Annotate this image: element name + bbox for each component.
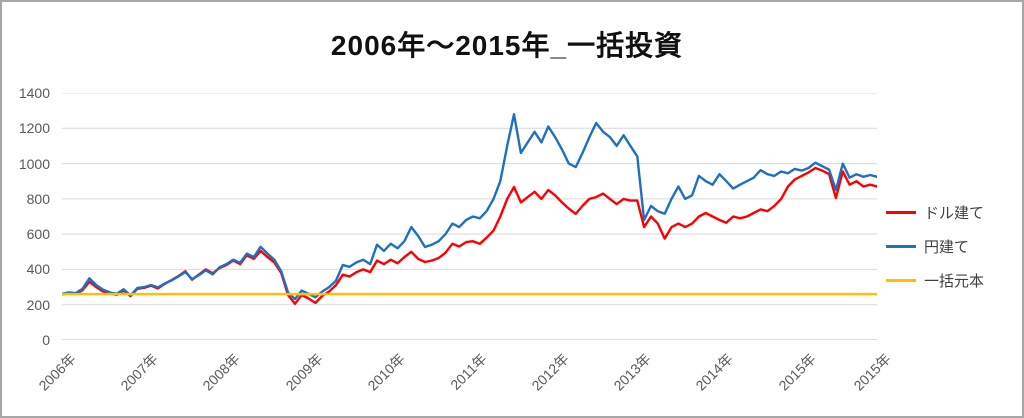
x-tick-label: 2015年 <box>850 350 894 394</box>
legend-label: 一括元本 <box>924 272 985 290</box>
legend-label: ドル建て <box>924 204 985 222</box>
legend-item-0: ドル建て <box>886 202 984 222</box>
legend: ドル建て円建て一括元本 <box>886 202 984 290</box>
x-tick-label: 2009年 <box>282 350 326 394</box>
x-tick-label: 2011年 <box>447 350 490 393</box>
y-tick-label: 800 <box>26 190 50 207</box>
y-tick-label: 200 <box>26 296 50 313</box>
x-tick-label: 2014年 <box>692 350 737 394</box>
legend-swatch-icon <box>886 244 916 248</box>
legend-item-2: 一括元本 <box>886 270 984 290</box>
y-tick-label: 1200 <box>18 120 50 137</box>
series-line-1 <box>62 113 877 301</box>
series-line-0 <box>62 166 877 305</box>
x-tick-label: 2006年 <box>35 350 79 394</box>
legend-swatch-icon <box>886 210 916 214</box>
y-tick-label: 1000 <box>18 155 50 172</box>
y-tick-label: 1400 <box>18 85 50 101</box>
y-tick-label: 400 <box>26 261 50 278</box>
x-tick-label: 2007年 <box>117 350 161 394</box>
x-tick-label: 2015年 <box>775 350 819 394</box>
x-tick-label: 2013年 <box>610 350 655 394</box>
x-tick-label: 2008年 <box>199 350 244 394</box>
legend-swatch-icon <box>886 278 916 282</box>
y-tick-label: 0 <box>42 332 50 348</box>
legend-item-1: 円建て <box>886 236 984 256</box>
chart-title: 2006年～2015年_一括投資 <box>330 30 684 61</box>
x-tick-label: 2010年 <box>364 350 408 394</box>
x-tick-label: 2012年 <box>528 350 572 394</box>
plot-area <box>62 93 877 340</box>
legend-label: 円建て <box>924 238 970 256</box>
y-tick-label: 600 <box>26 226 50 243</box>
